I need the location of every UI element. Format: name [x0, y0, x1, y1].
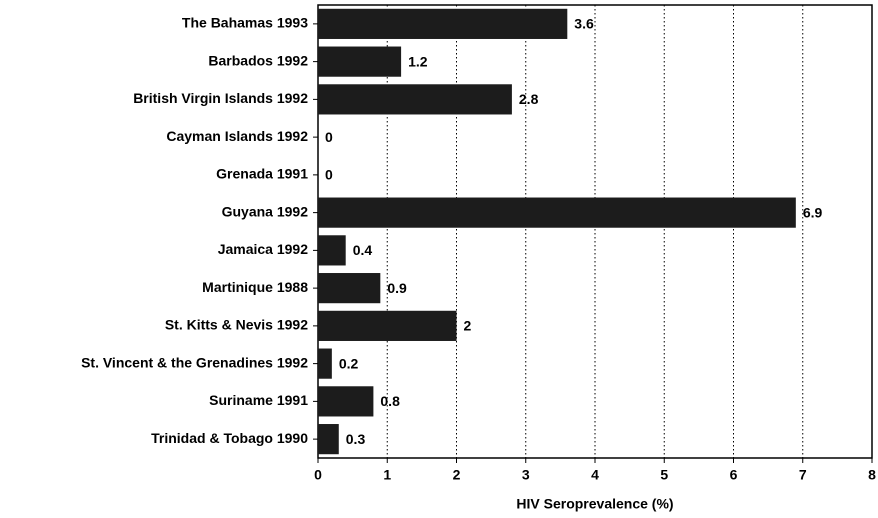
x-tick-label: 5	[660, 467, 668, 483]
bar	[318, 84, 512, 115]
bar	[318, 310, 457, 341]
x-tick-label: 6	[730, 467, 738, 483]
data-label: 2	[464, 318, 472, 334]
bar	[318, 46, 402, 77]
y-tick-label: Guyana 1992	[222, 203, 309, 219]
y-tick-label: British Virgin Islands 1992	[133, 90, 308, 106]
x-tick-label: 3	[522, 467, 530, 483]
x-tick-label: 0	[314, 467, 322, 483]
bar	[318, 348, 332, 379]
y-tick-label: Suriname 1991	[209, 392, 308, 408]
data-label: 0.8	[380, 393, 400, 409]
y-tick-label: Grenada 1991	[216, 166, 308, 182]
data-label: 3.6	[574, 16, 594, 32]
y-tick-label: The Bahamas 1993	[182, 15, 308, 31]
y-tick-label: Barbados 1992	[208, 52, 308, 68]
bar	[318, 235, 346, 266]
y-tick-label: Martinique 1988	[202, 279, 308, 295]
y-tick-label: Cayman Islands 1992	[166, 128, 308, 144]
bar	[318, 8, 568, 39]
data-label: 2.8	[519, 91, 539, 107]
bar	[318, 424, 339, 455]
x-tick-label: 2	[453, 467, 461, 483]
plot-frame	[317, 4, 873, 459]
x-tick-label: 7	[799, 467, 807, 483]
data-label: 0	[325, 129, 333, 145]
x-tick-label: 1	[383, 467, 391, 483]
bar	[318, 197, 796, 228]
data-label: 0.3	[346, 431, 366, 447]
data-label: 0.9	[387, 280, 407, 296]
data-label: 0	[325, 167, 333, 183]
y-tick-label: St. Kitts & Nevis 1992	[165, 317, 308, 333]
x-tick-label: 4	[591, 467, 599, 483]
data-label: 0.2	[339, 355, 359, 371]
bar	[318, 273, 381, 304]
data-label: 1.2	[408, 53, 428, 69]
x-tick-label: 8	[868, 467, 876, 483]
y-tick-label: Jamaica 1992	[218, 241, 309, 257]
y-tick-label: St. Vincent & the Grenadines 1992	[81, 354, 308, 370]
data-label: 6.9	[803, 204, 823, 220]
x-axis-label: HIV Seroprevalence (%)	[516, 496, 673, 512]
y-tick-label: Trinidad & Tobago 1990	[151, 430, 308, 446]
bar	[318, 386, 374, 417]
data-label: 0.4	[353, 242, 373, 258]
